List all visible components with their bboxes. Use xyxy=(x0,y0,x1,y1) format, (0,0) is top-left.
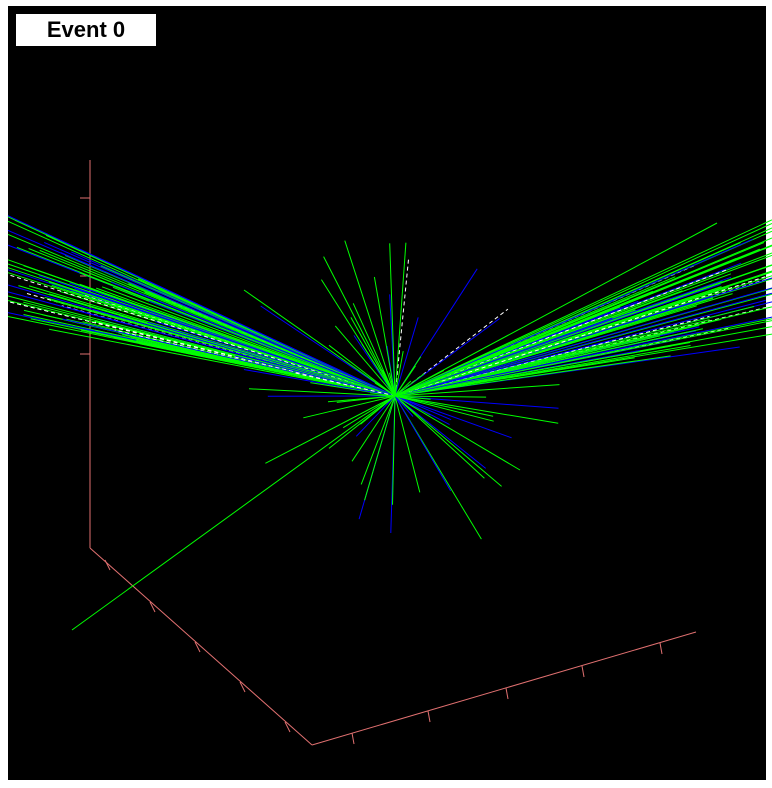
track xyxy=(394,222,718,397)
track xyxy=(394,306,621,397)
track xyxy=(394,345,514,397)
track xyxy=(361,343,396,397)
axis-tick xyxy=(427,710,431,723)
track xyxy=(394,259,409,397)
track xyxy=(394,395,421,493)
track xyxy=(394,395,494,422)
track xyxy=(394,395,512,439)
track xyxy=(51,284,396,397)
track xyxy=(394,286,722,397)
track xyxy=(394,297,714,397)
track xyxy=(351,395,396,462)
track xyxy=(394,395,431,400)
track xyxy=(360,395,396,485)
track xyxy=(7,215,396,397)
track xyxy=(394,395,452,421)
track xyxy=(248,388,396,397)
track xyxy=(394,373,425,397)
track xyxy=(7,295,396,397)
axis-tick xyxy=(239,681,246,693)
track xyxy=(394,395,521,471)
track xyxy=(394,395,487,469)
track xyxy=(394,356,422,397)
track xyxy=(110,281,396,397)
track xyxy=(394,287,772,397)
track xyxy=(234,355,396,397)
track xyxy=(394,395,414,417)
track xyxy=(327,395,396,403)
track xyxy=(373,276,396,397)
track xyxy=(394,345,691,397)
track xyxy=(394,320,772,397)
track xyxy=(394,292,772,397)
track xyxy=(394,299,766,397)
track xyxy=(342,395,396,429)
track xyxy=(364,395,396,501)
track xyxy=(382,369,396,397)
axis-tick xyxy=(149,601,156,613)
track xyxy=(328,344,396,397)
track xyxy=(394,395,450,426)
track xyxy=(7,274,396,397)
axis-horizontal xyxy=(311,631,697,746)
track xyxy=(350,317,396,397)
track xyxy=(292,371,396,397)
track xyxy=(74,301,396,397)
axis-tick xyxy=(104,559,111,571)
track xyxy=(394,395,452,492)
track xyxy=(394,306,755,397)
track xyxy=(394,384,560,397)
event-label: Event 0 xyxy=(16,14,156,46)
axes xyxy=(80,160,697,746)
track xyxy=(128,283,396,397)
track xyxy=(344,240,396,397)
track xyxy=(394,351,404,397)
axis-tick xyxy=(659,642,663,655)
axis-tick xyxy=(505,687,509,700)
track xyxy=(394,395,487,398)
track xyxy=(394,238,754,397)
track xyxy=(243,289,396,397)
track xyxy=(394,316,772,397)
axis-depth xyxy=(89,547,313,746)
track xyxy=(394,355,671,397)
track xyxy=(80,329,396,397)
track xyxy=(394,395,494,417)
track xyxy=(394,395,559,424)
track xyxy=(394,222,772,397)
track xyxy=(101,286,396,397)
track xyxy=(260,305,396,397)
track xyxy=(392,395,396,505)
track xyxy=(394,242,407,397)
track xyxy=(74,288,396,397)
track xyxy=(334,325,396,397)
track xyxy=(355,395,396,437)
track xyxy=(96,287,396,397)
track xyxy=(243,369,396,397)
track xyxy=(323,256,396,397)
track xyxy=(394,274,772,397)
tracks xyxy=(7,215,772,631)
track xyxy=(71,395,396,631)
track xyxy=(394,395,485,479)
track xyxy=(394,317,419,397)
axis-tick xyxy=(284,721,291,733)
axis-tick xyxy=(581,665,585,678)
track xyxy=(389,243,396,397)
track xyxy=(394,219,772,397)
track xyxy=(394,315,710,397)
axis-tick xyxy=(351,732,355,745)
track xyxy=(394,342,691,397)
track xyxy=(265,395,396,464)
track xyxy=(49,328,396,397)
track xyxy=(394,395,502,487)
track xyxy=(303,395,396,419)
track xyxy=(394,370,508,397)
track xyxy=(394,254,772,397)
axis-tick xyxy=(194,641,201,653)
